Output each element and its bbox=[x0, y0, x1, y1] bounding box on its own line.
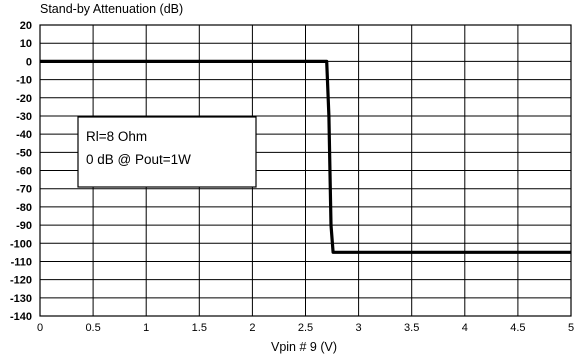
y-tick-labels: 20 10 0 -10 -20 -30 -40 -50 -60 -70 -80 -90 -100 -110… bbox=[10, 20, 32, 323]
x-tick-label: 5 bbox=[568, 322, 574, 334]
y-tick-label: -70 bbox=[16, 184, 32, 196]
y-tick-label: 20 bbox=[20, 20, 32, 32]
y-tick-label: -130 bbox=[10, 293, 32, 305]
x-axis-label: Vpin # 9 (V) bbox=[271, 340, 337, 354]
annotation-line: 0 dB @ Pout=1W bbox=[86, 152, 191, 167]
annotation-line: Rl=8 Ohm bbox=[86, 129, 147, 144]
x-tick-label: 4 bbox=[462, 322, 468, 334]
series-group bbox=[40, 59, 571, 254]
chart-title: Stand-by Attenuation (dB) bbox=[40, 2, 183, 16]
y-tick-label: 0 bbox=[26, 56, 32, 68]
x-tick-label: 2 bbox=[249, 322, 255, 334]
x-tick-label: 3.5 bbox=[404, 322, 419, 334]
y-tick-label: -100 bbox=[10, 238, 32, 250]
x-tick-label: 3 bbox=[356, 322, 362, 334]
annotation-box: Rl=8 Ohm 0 dB @ Pout=1W bbox=[77, 116, 257, 188]
y-tick-label: -30 bbox=[16, 111, 32, 123]
x-tick-label: 0.5 bbox=[85, 322, 100, 334]
x-tick-label: 2.5 bbox=[298, 322, 313, 334]
y-tick-label: -10 bbox=[16, 75, 32, 87]
y-tick-label: -140 bbox=[10, 311, 32, 323]
y-tick-label: -40 bbox=[16, 129, 32, 141]
x-tick-label: 1 bbox=[143, 322, 149, 334]
x-tick-label: 0 bbox=[37, 322, 43, 334]
x-tick-label: 4.5 bbox=[510, 322, 525, 334]
y-tick-label: -80 bbox=[16, 202, 32, 214]
y-tick-label: -50 bbox=[16, 147, 32, 159]
y-tick-label: -120 bbox=[10, 275, 32, 287]
series-line bbox=[40, 59, 571, 254]
y-tick-label: -110 bbox=[11, 256, 32, 268]
y-tick-label: -90 bbox=[16, 220, 32, 232]
x-tick-label: 1.5 bbox=[192, 322, 207, 334]
y-tick-label: -20 bbox=[16, 93, 32, 105]
annotation-frame bbox=[77, 116, 257, 188]
x-tick-labels: 0 0.5 1 1.5 2 2.5 3 3.5 4 4.5 5 bbox=[37, 322, 574, 334]
y-tick-label: 10 bbox=[20, 38, 32, 50]
y-tick-label: -60 bbox=[16, 166, 32, 178]
